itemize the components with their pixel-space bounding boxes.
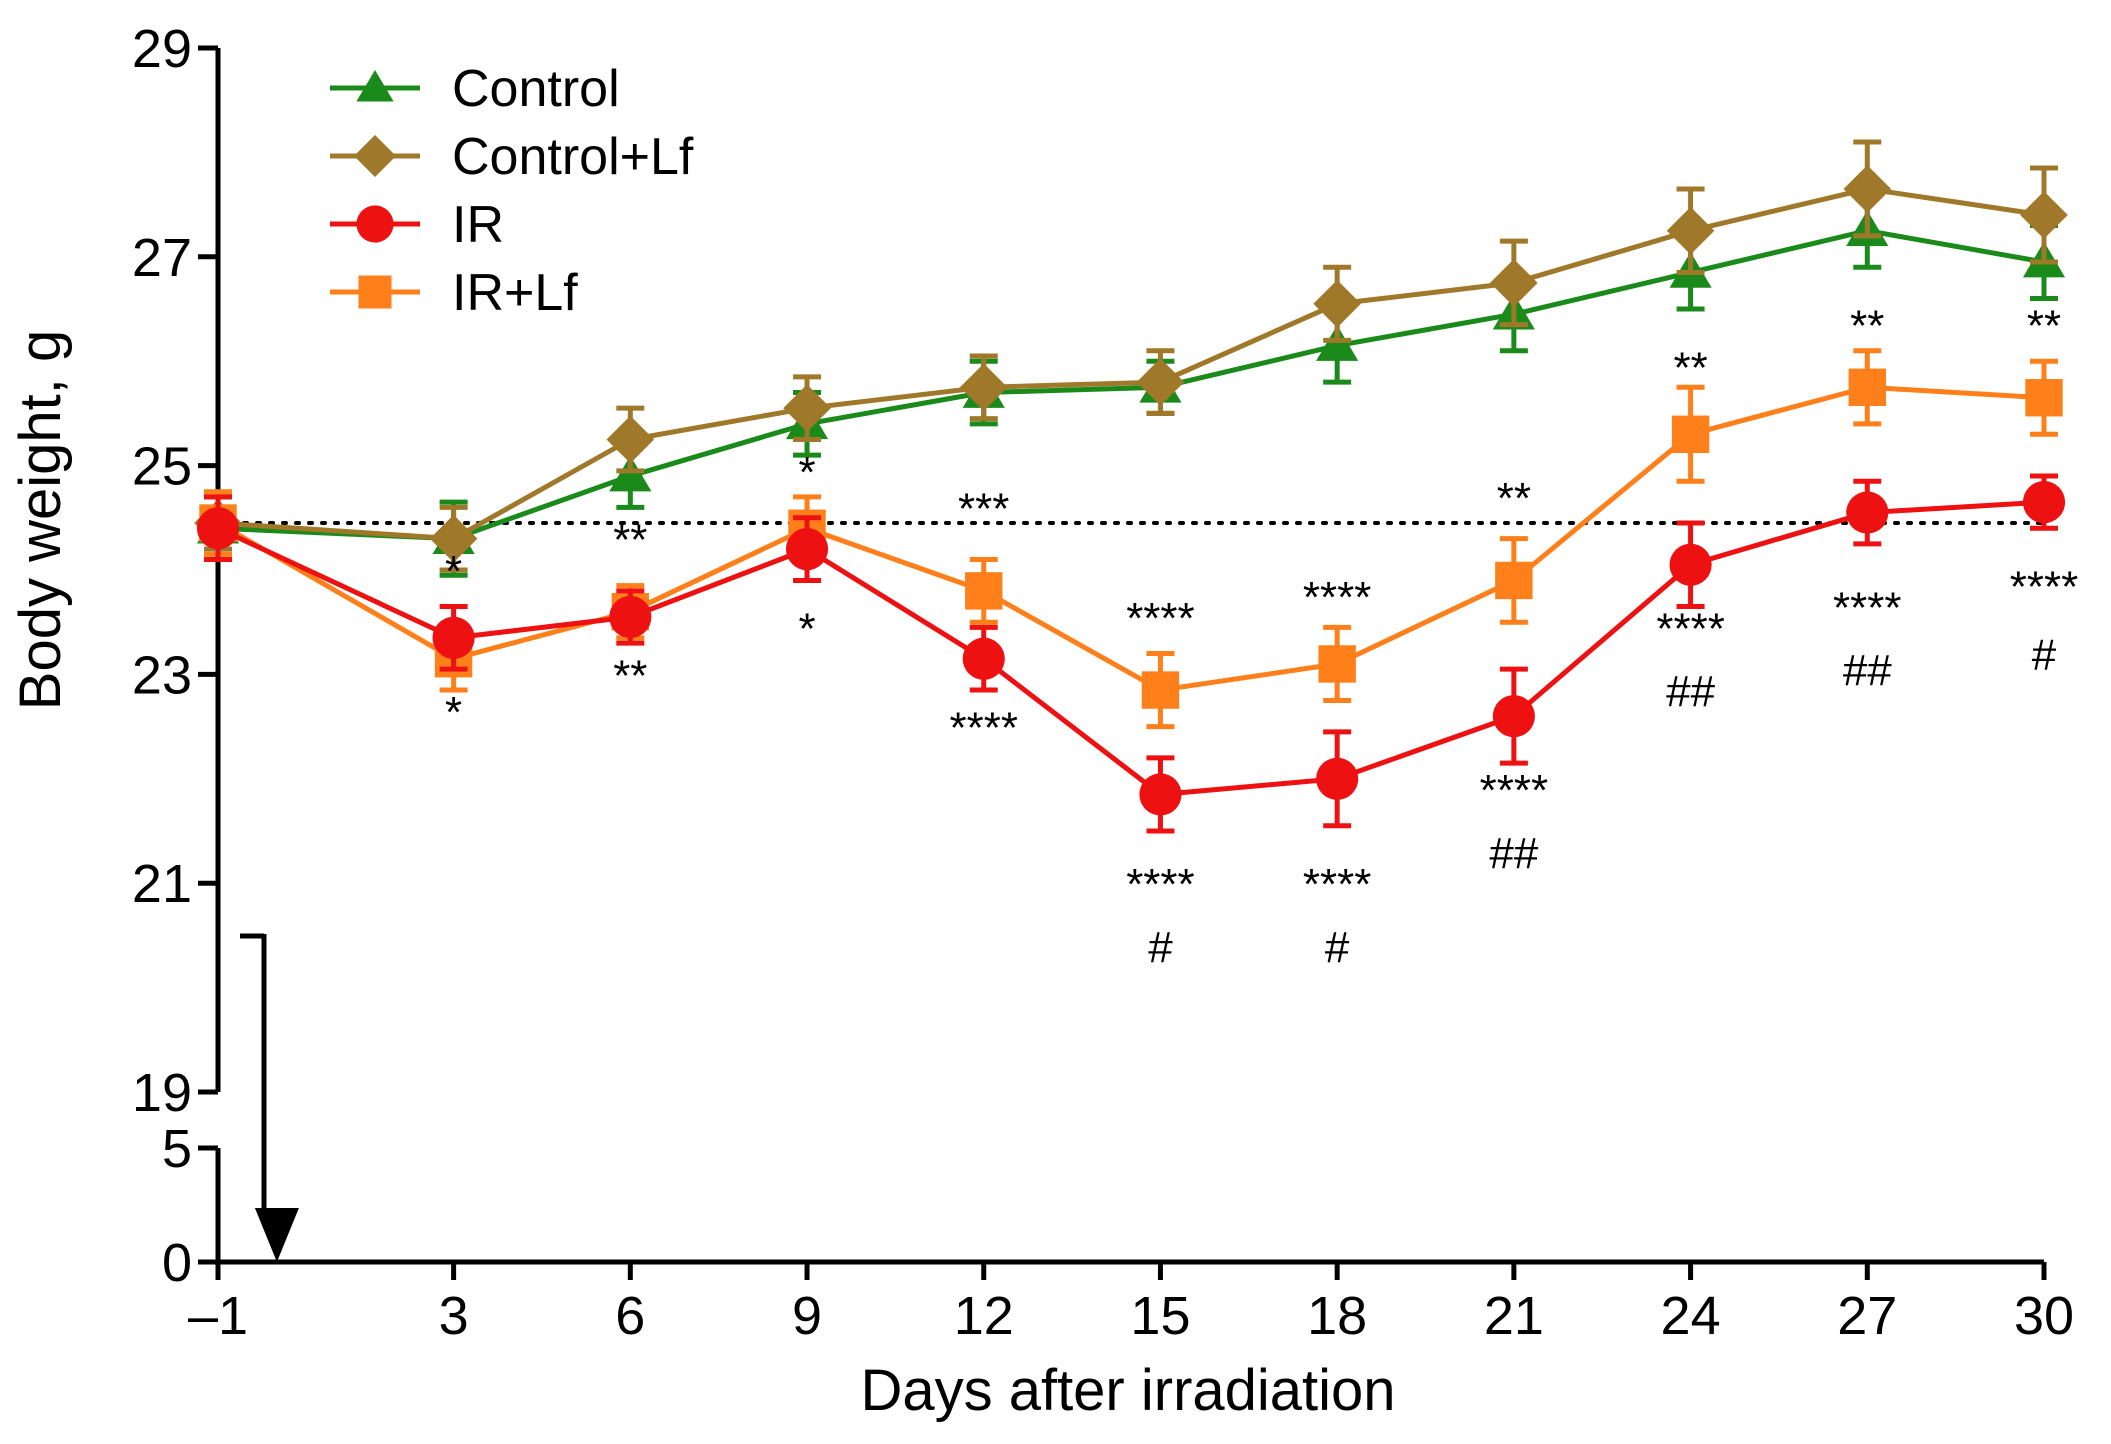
x-tick-label: 12 bbox=[954, 1286, 1014, 1346]
significance-mark: *** bbox=[958, 484, 1009, 533]
data-point bbox=[1141, 671, 1180, 709]
data-point bbox=[358, 275, 392, 309]
legend: Control Control+Lf IR IR+Lf bbox=[330, 60, 694, 322]
data-point bbox=[356, 205, 394, 243]
data-point bbox=[2022, 481, 2066, 524]
significance-mark: * bbox=[798, 604, 815, 653]
significance-mark: * bbox=[798, 448, 815, 497]
data-point bbox=[2020, 191, 2068, 239]
x-tick-label: 6 bbox=[615, 1286, 645, 1346]
data-point bbox=[965, 572, 1003, 610]
data-point bbox=[1136, 358, 1185, 406]
annotation-layer: ***********************#********#******#… bbox=[445, 302, 2078, 972]
data-point bbox=[2025, 379, 2063, 417]
significance-mark: ** bbox=[613, 651, 647, 700]
significance-mark: ** bbox=[613, 516, 647, 565]
significance-mark: **** bbox=[1656, 604, 1725, 653]
data-point bbox=[1846, 491, 1889, 534]
series-layer bbox=[194, 139, 2068, 834]
x-tick-label: 27 bbox=[1837, 1286, 1897, 1346]
significance-mark: * bbox=[445, 547, 462, 596]
y-tick-label: 5 bbox=[162, 1119, 192, 1179]
x-tick-label: 24 bbox=[1661, 1286, 1721, 1346]
legend-label: Control+Lf bbox=[452, 128, 694, 186]
x-tick-label: 21 bbox=[1484, 1286, 1544, 1346]
data-point bbox=[609, 595, 652, 639]
data-point bbox=[1495, 561, 1533, 600]
x-tick-label: 15 bbox=[1130, 1286, 1190, 1346]
y-axis-title: Body weight, g bbox=[8, 330, 73, 710]
legend-item: Control bbox=[330, 60, 620, 118]
data-point bbox=[1139, 773, 1182, 816]
data-point bbox=[1848, 368, 1886, 406]
significance-mark: **** bbox=[1833, 584, 1902, 633]
data-point bbox=[1313, 279, 1361, 328]
data-point bbox=[432, 616, 475, 659]
x-tick-label: –1 bbox=[188, 1286, 248, 1346]
significance-mark: **** bbox=[2010, 563, 2079, 612]
data-point bbox=[959, 363, 1008, 412]
data-point bbox=[606, 415, 655, 464]
y-tick-label: 29 bbox=[132, 19, 192, 79]
significance-mark: ## bbox=[1843, 646, 1892, 695]
data-point bbox=[1490, 259, 1538, 307]
y-tick-label: 27 bbox=[132, 228, 192, 288]
legend-label: IR+Lf bbox=[452, 264, 578, 322]
legend-item: IR+Lf bbox=[330, 264, 578, 322]
significance-mark: ** bbox=[2027, 302, 2061, 351]
data-point bbox=[196, 507, 240, 550]
series-control-lf bbox=[194, 139, 2068, 573]
x-axis-title: Days after irradiation bbox=[860, 1358, 1395, 1423]
significance-mark: **** bbox=[1126, 860, 1195, 909]
significance-mark: # bbox=[2032, 631, 2057, 680]
data-point bbox=[962, 637, 1005, 680]
data-point bbox=[1316, 757, 1359, 800]
significance-mark: # bbox=[1325, 923, 1350, 972]
y-tick-label: 21 bbox=[132, 854, 192, 914]
significance-mark: ## bbox=[1489, 829, 1538, 878]
arrow-head bbox=[254, 1208, 299, 1262]
y-tick-label: 25 bbox=[132, 437, 192, 497]
data-point bbox=[1671, 415, 1710, 453]
series-ir bbox=[196, 473, 2066, 834]
data-point bbox=[1669, 543, 1712, 586]
legend-item: Control+Lf bbox=[330, 128, 694, 186]
significance-mark: ## bbox=[1666, 667, 1715, 716]
legend-item: IR bbox=[330, 196, 504, 254]
significance-mark: ** bbox=[1673, 343, 1707, 392]
x-tick-label: 30 bbox=[2014, 1286, 2074, 1346]
x-tick-label: 3 bbox=[439, 1286, 469, 1346]
data-point bbox=[783, 384, 831, 432]
x-tick-label: 18 bbox=[1307, 1286, 1367, 1346]
data-point bbox=[1666, 206, 1715, 255]
y-tick-label: 19 bbox=[132, 1063, 192, 1123]
significance-mark: ** bbox=[1850, 302, 1884, 351]
significance-mark: * bbox=[445, 688, 462, 737]
x-tick-label: 9 bbox=[792, 1286, 822, 1346]
data-point bbox=[354, 135, 396, 177]
significance-mark: **** bbox=[949, 704, 1018, 753]
irradiation-arrow bbox=[240, 933, 299, 1262]
data-point bbox=[1843, 165, 1892, 213]
significance-mark: **** bbox=[1303, 573, 1372, 622]
data-point bbox=[609, 455, 652, 492]
data-point bbox=[429, 514, 478, 563]
significance-mark: **** bbox=[1126, 594, 1195, 643]
data-point bbox=[1318, 645, 1356, 683]
series-line bbox=[216, 384, 2045, 693]
significance-mark: **** bbox=[1480, 766, 1549, 815]
data-point bbox=[1316, 325, 1359, 361]
y-tick-label: 0 bbox=[162, 1233, 192, 1293]
y-tick-label: 23 bbox=[132, 645, 192, 705]
legend-label: IR bbox=[452, 196, 504, 254]
data-point bbox=[785, 528, 829, 571]
axes: 19 21 23 25 27 29 0 5 –1 3 6 9 12 15 18 21 24 27 30 bbox=[132, 19, 2074, 1346]
significance-mark: ** bbox=[1497, 474, 1531, 523]
significance-mark: # bbox=[1148, 923, 1173, 972]
legend-label: Control bbox=[452, 60, 620, 118]
data-point bbox=[356, 70, 394, 102]
significance-mark: **** bbox=[1303, 860, 1372, 909]
data-point bbox=[1492, 695, 1535, 738]
